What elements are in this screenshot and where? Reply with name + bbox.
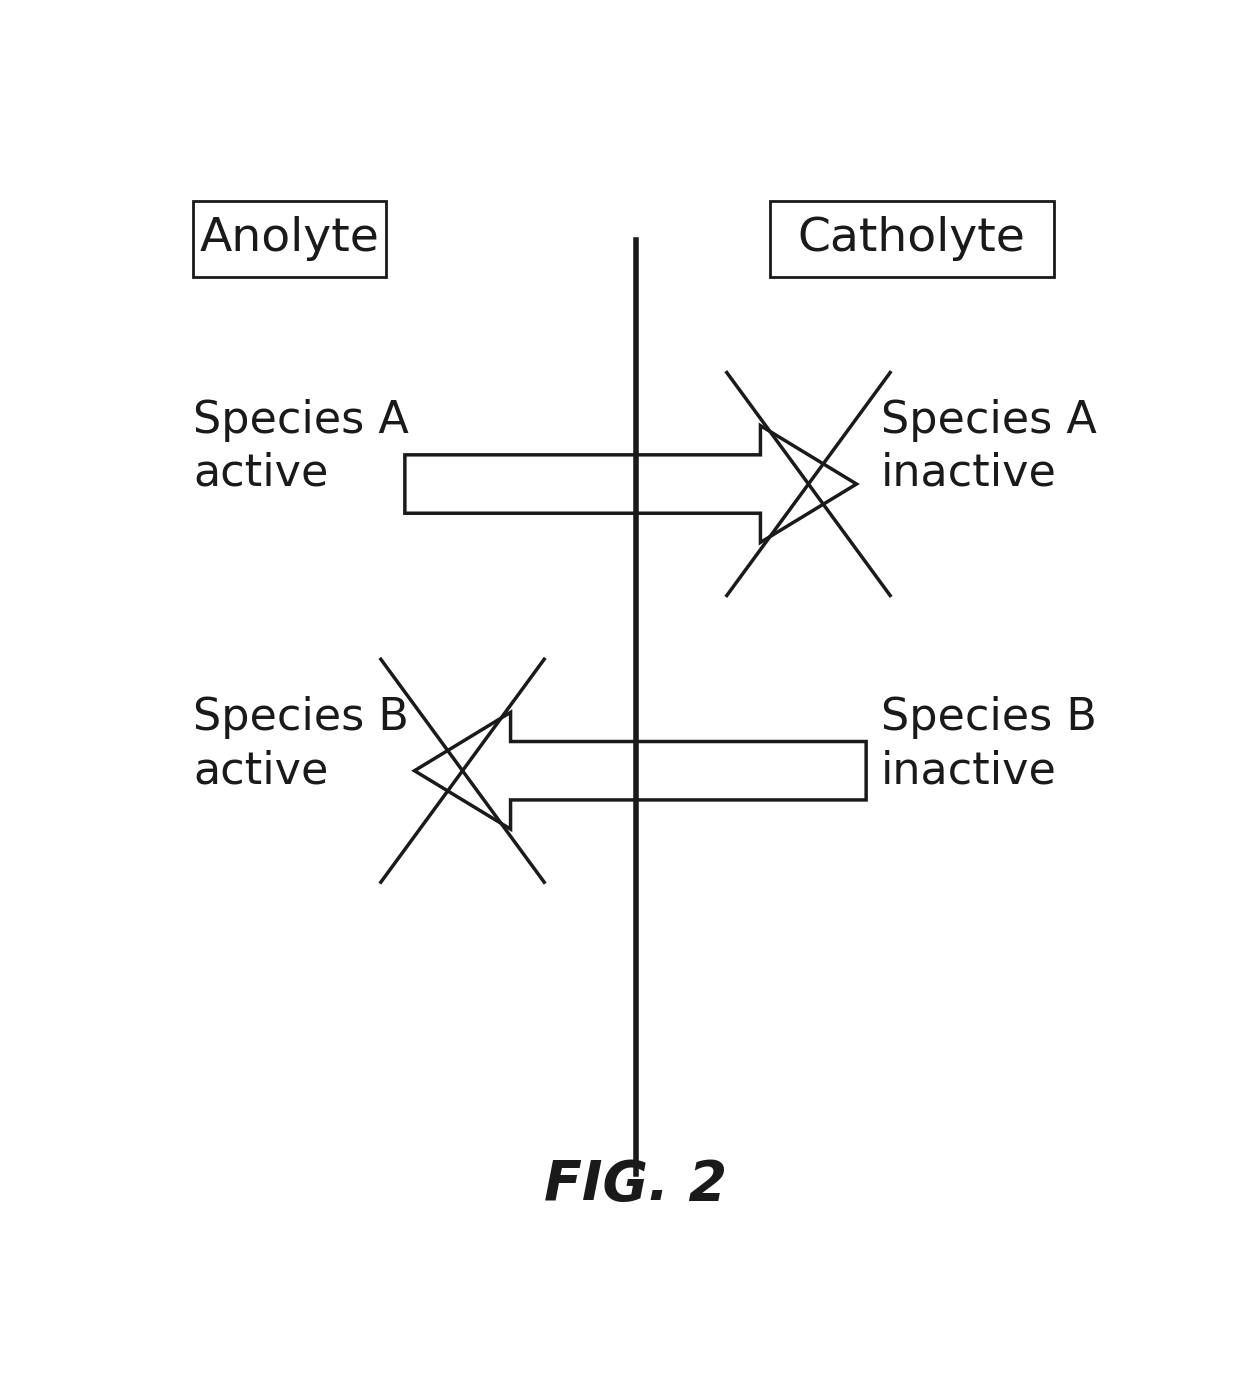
Text: Catholyte: Catholyte [797,217,1025,261]
Text: Species B
active: Species B active [193,696,409,793]
Text: Anolyte: Anolyte [200,217,379,261]
Text: Species A
inactive: Species A inactive [880,399,1096,495]
Text: Species A
active: Species A active [193,399,409,495]
Text: FIG. 2: FIG. 2 [544,1158,727,1212]
Text: Species B
inactive: Species B inactive [880,696,1096,793]
